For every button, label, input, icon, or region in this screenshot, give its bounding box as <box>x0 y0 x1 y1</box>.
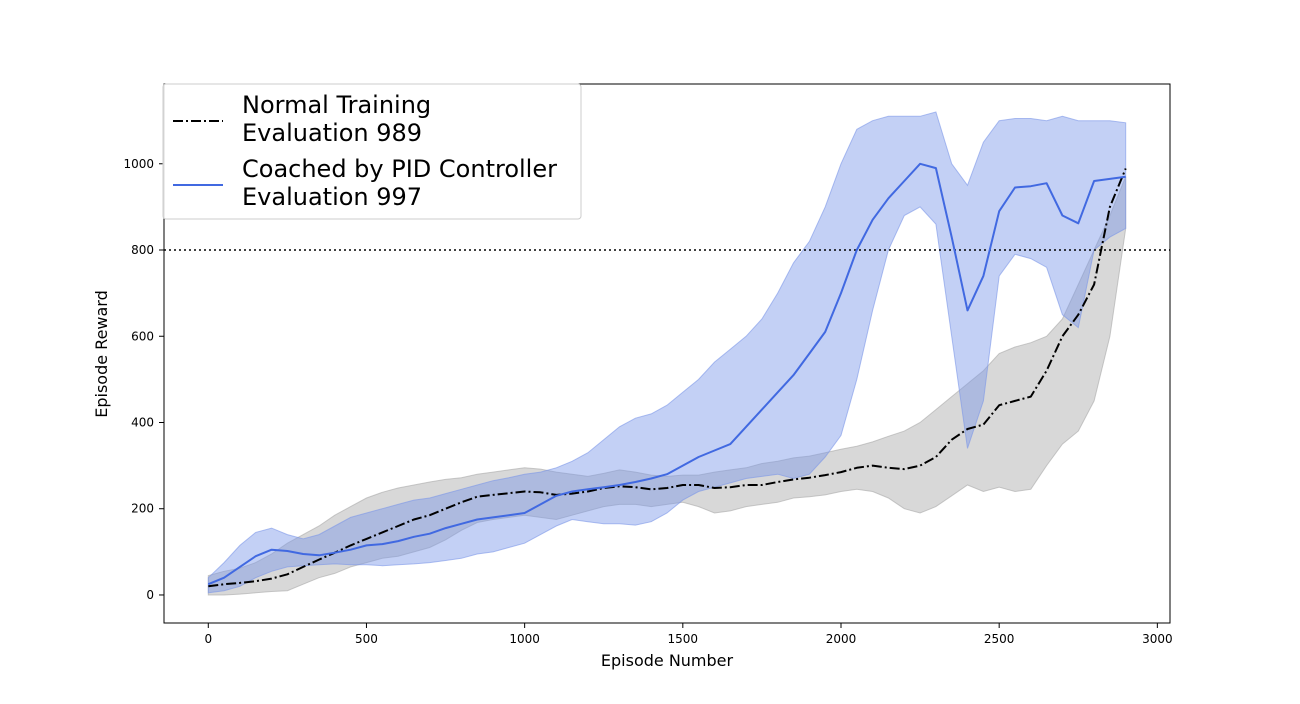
x-axis-ticks: 0 500 1000 1500 2000 2500 3000 <box>204 623 1173 646</box>
confidence-bands <box>207 111 1127 596</box>
band-coached-by-pid-controller <box>207 111 1127 594</box>
y-axis-ticks: 0 200 400 600 800 1000 <box>123 157 164 602</box>
x-tick-label: 1000 <box>509 632 540 646</box>
x-tick-label: 3000 <box>1142 632 1173 646</box>
y-tick-label: 0 <box>146 588 154 602</box>
x-axis-label: Episode Number <box>601 651 734 670</box>
x-tick-label: 2500 <box>984 632 1015 646</box>
legend-label-pid-controller: Coached by PID Controller <box>242 155 557 183</box>
y-tick-label: 600 <box>131 329 154 343</box>
series-lines <box>207 162 1127 588</box>
y-tick-label: 200 <box>131 502 154 516</box>
legend-evaluation-normal-training: Evaluation 989 <box>242 119 422 147</box>
legend-evaluation-pid-controller: Evaluation 997 <box>242 183 422 211</box>
x-tick-label: 1500 <box>668 632 699 646</box>
legend-box <box>162 83 582 220</box>
line-normal-training <box>208 168 1127 588</box>
line-coached-by-pid-controller <box>207 162 1126 586</box>
x-tick-label: 2000 <box>826 632 857 646</box>
legend-label-normal-training: Normal Training <box>242 91 431 119</box>
x-tick-label: 500 <box>355 632 378 646</box>
y-tick-label: 800 <box>131 243 154 257</box>
legend: Normal Training Evaluation 989 Coached b… <box>162 83 582 220</box>
y-tick-label: 1000 <box>123 157 154 171</box>
y-tick-label: 400 <box>131 415 154 429</box>
x-tick-label: 0 <box>204 632 212 646</box>
y-axis-label: Episode Reward <box>92 290 111 418</box>
plot-frame <box>163 83 1171 624</box>
